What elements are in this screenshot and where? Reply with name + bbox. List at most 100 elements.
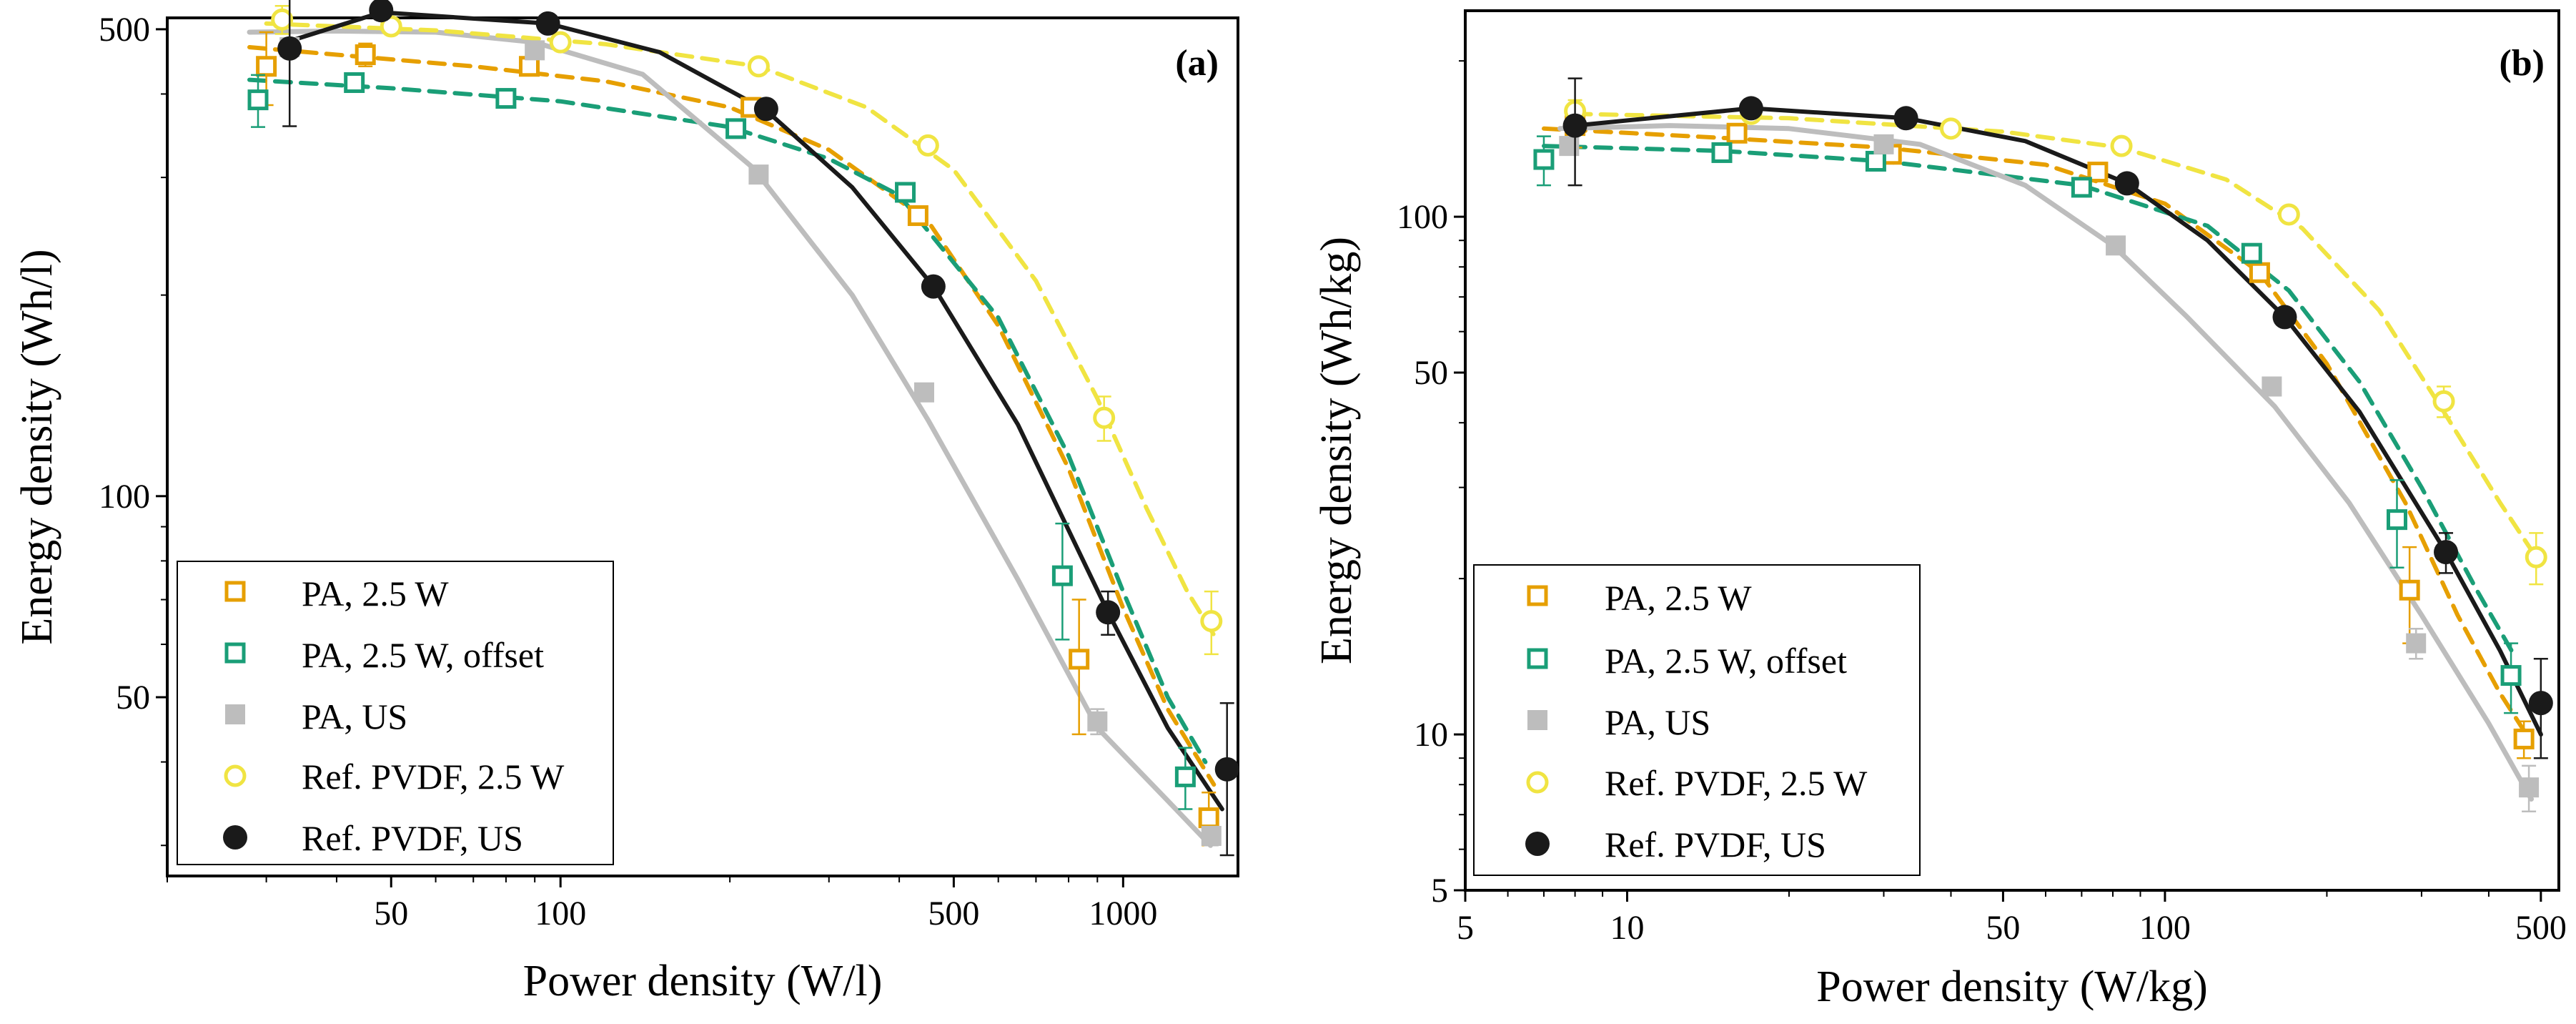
- data-point: [1865, 150, 1886, 172]
- data-point: [1069, 649, 1090, 670]
- data-point: [1562, 113, 1587, 138]
- legend-label: PA, 2.5 W: [1605, 578, 1752, 618]
- legend-entry: Ref. PVDF, 2.5 W: [224, 757, 565, 797]
- data-point: [1201, 825, 1222, 846]
- legend-marker: [225, 704, 245, 724]
- y-axis-label-b: Energy density (Wh/kg): [1312, 237, 1361, 664]
- x-axis-label-b: Power density (W/kg): [1816, 963, 2208, 1011]
- ticks-b: 5 10 50 100 500 5 10 50 100: [1397, 60, 2567, 947]
- legend-entry: PA, 2.5 W: [224, 573, 449, 614]
- x-tick-label: 10: [1610, 909, 1645, 947]
- data-point: [748, 164, 769, 185]
- data-marks-b: [1533, 77, 2553, 812]
- data-point: [2406, 633, 2427, 654]
- legend-marker: [1527, 648, 1548, 669]
- legend-label: Ref. PVDF, US: [1605, 824, 1826, 865]
- data-point: [495, 88, 517, 109]
- legend-entry: PA, 2.5 W: [1527, 578, 1752, 618]
- x-tick-label: 50: [1986, 909, 2020, 947]
- legend-marker: [224, 764, 247, 787]
- data-point: [2262, 376, 2282, 397]
- legend-label: Ref. PVDF, 2.5 W: [1605, 763, 1868, 803]
- fit-line: [1572, 112, 2539, 560]
- legend-marker: [1527, 710, 1547, 730]
- x-tick-label: 100: [2139, 909, 2191, 947]
- y-tick-label: 50: [1414, 354, 1448, 392]
- x-tick-label: 50: [374, 895, 408, 932]
- x-tick-label: 500: [2515, 909, 2567, 947]
- data-point: [1873, 134, 1894, 154]
- data-point: [535, 11, 560, 36]
- y-tick-label: 500: [99, 11, 150, 49]
- data-point: [2434, 540, 2459, 565]
- y-tick-label: 100: [99, 478, 150, 516]
- y-tick-label: 10: [1414, 716, 1448, 754]
- data-point: [921, 274, 946, 299]
- x-axis-label-a: Power density (W/l): [523, 957, 883, 1005]
- legend-label: PA, US: [1605, 702, 1710, 742]
- data-point: [247, 89, 269, 111]
- data-point: [1726, 122, 1748, 144]
- fit-line: [1557, 123, 2534, 802]
- legend-marker: [224, 581, 246, 602]
- data-point: [1087, 711, 1108, 732]
- legend-entry: Ref. PVDF, US: [1525, 824, 1826, 865]
- data-point: [369, 0, 394, 23]
- legend-entry: PA, US: [1527, 702, 1710, 742]
- data-point: [2272, 305, 2297, 330]
- data-point: [355, 44, 376, 66]
- y-tick-label: 100: [1397, 198, 1448, 236]
- data-point: [1198, 807, 1219, 829]
- legend-marker: [223, 825, 247, 850]
- data-point: [2513, 728, 2535, 749]
- data-point: [2386, 509, 2407, 531]
- legend-entry: PA, 2.5 W, offset: [1527, 641, 1847, 681]
- legend-marker: [1526, 771, 1549, 794]
- legend-a: PA, 2.5 W PA, 2.5 W, offset PA, US Ref. …: [177, 561, 614, 865]
- data-point: [895, 182, 916, 203]
- panel-label-a: (a): [1175, 43, 1219, 84]
- x-tick-label: 1000: [1089, 895, 1157, 932]
- data-point: [256, 56, 277, 77]
- fit-line: [264, 21, 1217, 637]
- data-point: [2399, 579, 2420, 601]
- fit-line: [247, 28, 1214, 848]
- legend-label: Ref. PVDF, US: [302, 818, 523, 858]
- data-point: [916, 134, 939, 157]
- ticks-a: 50 100 500 1000 50 100 500: [99, 11, 1157, 932]
- data-point: [1533, 149, 1555, 170]
- data-point: [344, 72, 365, 94]
- panel-label-b: (b): [2499, 43, 2545, 84]
- data-point: [1096, 600, 1121, 625]
- data-point: [2519, 777, 2540, 798]
- data-point: [2500, 665, 2522, 686]
- y-axis-label-a: Energy density (Wh/l): [13, 249, 61, 644]
- data-point: [525, 40, 545, 61]
- data-point: [549, 31, 572, 54]
- data-point: [518, 56, 540, 77]
- panel-b: 5 10 50 100 500 5 10 50 100 (b) Power density (W…: [1312, 9, 2567, 1011]
- y-tick-label: 50: [116, 679, 150, 717]
- data-point: [2528, 691, 2553, 716]
- data-point: [1738, 96, 1763, 121]
- data-point: [1200, 610, 1223, 633]
- data-point: [1174, 766, 1196, 787]
- legend-marker: [1525, 832, 1550, 856]
- data-point: [1893, 106, 1918, 131]
- fit-line: [287, 10, 1224, 812]
- legend-entry: PA, 2.5 W, offset: [224, 635, 544, 675]
- data-point: [1559, 136, 1580, 157]
- legend-entry: PA, US: [225, 696, 407, 737]
- x-tick-label: 500: [928, 895, 979, 932]
- legend-box-b: [1473, 564, 1921, 876]
- data-point: [2277, 203, 2300, 226]
- data-point: [725, 118, 747, 139]
- legend-b: PA, 2.5 W PA, 2.5 W, offset PA, US Ref. …: [1473, 564, 1921, 876]
- data-point: [277, 36, 302, 61]
- data-point: [2241, 242, 2262, 264]
- data-point: [1711, 142, 1733, 163]
- legend-label: PA, 2.5 W, offset: [1605, 641, 1847, 681]
- y-tick-label: 5: [1431, 872, 1448, 910]
- data-point: [2087, 162, 2109, 183]
- data-point: [2071, 177, 2092, 198]
